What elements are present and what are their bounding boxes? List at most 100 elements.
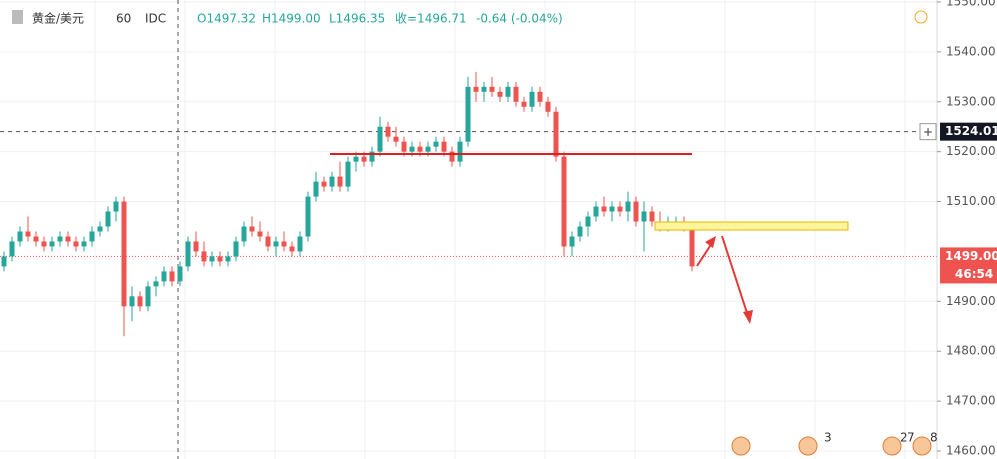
header: 黄金/美元 60 IDC O1497.32 H1499.00 L1496.35 …	[12, 10, 928, 26]
candle-body	[521, 101, 527, 107]
candle-body	[409, 146, 415, 152]
candle-body	[553, 111, 559, 157]
low: L1496.35	[329, 12, 385, 26]
y-tick-label: 1550.00	[946, 0, 996, 8]
candle-body	[241, 226, 247, 242]
candle-body	[113, 201, 119, 212]
candle-body	[385, 126, 391, 137]
zone-box	[654, 221, 849, 231]
candle-body	[313, 181, 319, 197]
candle-body	[489, 86, 495, 92]
candle-body	[161, 271, 167, 282]
candle-body	[649, 211, 655, 222]
candle-body	[89, 231, 95, 242]
candle-body	[537, 91, 543, 102]
event-count: 3	[824, 431, 832, 445]
candle-body	[433, 141, 439, 147]
open: O1497.32	[197, 12, 256, 26]
arrow-down	[721, 235, 749, 317]
candle-body	[441, 141, 447, 152]
candle-body	[633, 201, 639, 222]
candle-body	[393, 136, 399, 142]
candle-body	[153, 281, 159, 287]
candle-body	[17, 231, 23, 242]
candle-body	[305, 196, 311, 237]
candle-body	[129, 296, 135, 307]
y-tick-label: 1460.00	[946, 444, 996, 458]
y-tick-label: 1480.00	[946, 344, 996, 358]
candle-body	[473, 86, 479, 92]
close: 收=1496.71	[395, 12, 467, 26]
candle-body	[585, 216, 591, 227]
event-count: 8	[930, 431, 938, 445]
candle-body	[337, 176, 343, 187]
crosshair-label: 1524.01	[945, 124, 997, 138]
last-price-label: 1499.00	[945, 249, 997, 263]
candle-body	[513, 86, 519, 102]
candle-body	[193, 241, 199, 252]
candle-body	[249, 226, 255, 232]
candle-body	[145, 286, 151, 307]
candle-body	[209, 256, 215, 262]
candle-body	[353, 156, 359, 162]
candle-body	[425, 146, 431, 152]
candle-body	[233, 241, 239, 257]
price-axis	[937, 0, 997, 459]
last-price-bg	[940, 247, 997, 284]
crosshair-plus	[919, 123, 937, 141]
candle-body	[449, 151, 455, 162]
change: -0.64 (-0.04%)	[476, 12, 563, 26]
y-tick-label: 1510.00	[946, 194, 996, 208]
candle-body	[529, 91, 535, 107]
candle-body	[361, 156, 367, 162]
candle-body	[57, 236, 63, 242]
candle-body	[257, 231, 263, 237]
alert-icon[interactable]	[914, 10, 928, 24]
event-count: 2	[900, 431, 908, 445]
candle-body	[689, 226, 695, 267]
candle-body	[33, 236, 39, 242]
candle-body	[1, 256, 7, 267]
y-tick-label: 1540.00	[946, 44, 996, 58]
candle-body	[321, 181, 327, 187]
candle-body	[377, 126, 383, 152]
candle-body	[201, 251, 207, 262]
candle-body	[569, 236, 575, 247]
candle-body	[561, 156, 567, 247]
event-icon[interactable]	[912, 436, 932, 456]
arrow-head	[705, 236, 716, 248]
candle-body	[49, 241, 55, 247]
candle-body	[265, 236, 271, 247]
candle-body	[297, 236, 303, 252]
event-count: 7	[907, 431, 915, 445]
candle-body	[593, 206, 599, 217]
candle-body	[417, 146, 423, 152]
candle-body	[9, 241, 15, 257]
event-icon[interactable]	[731, 436, 751, 456]
candle-body	[25, 231, 31, 237]
event-icon[interactable]	[882, 436, 902, 456]
candle-body	[329, 176, 335, 187]
candle-body	[577, 226, 583, 237]
y-tick-label: 1520.00	[946, 144, 996, 158]
candle-body	[73, 241, 79, 247]
countdown: 46:54	[955, 267, 993, 281]
candle-body	[345, 161, 351, 187]
candle-body	[273, 241, 279, 247]
candle-body	[185, 241, 191, 267]
candle-body	[289, 246, 295, 252]
y-tick-label: 1490.00	[946, 294, 996, 308]
candle-body	[225, 256, 231, 262]
candle-body	[457, 141, 463, 162]
candle-body	[41, 241, 47, 247]
candle-body	[105, 211, 111, 227]
candle-body	[65, 236, 71, 242]
candle-body	[281, 241, 287, 247]
crosshair-plus-sign: +	[923, 125, 933, 139]
candle-body	[81, 241, 87, 247]
candle-body	[121, 201, 127, 307]
logo	[12, 10, 23, 24]
event-icon[interactable]	[798, 436, 818, 456]
high: H1499.00	[262, 12, 321, 26]
